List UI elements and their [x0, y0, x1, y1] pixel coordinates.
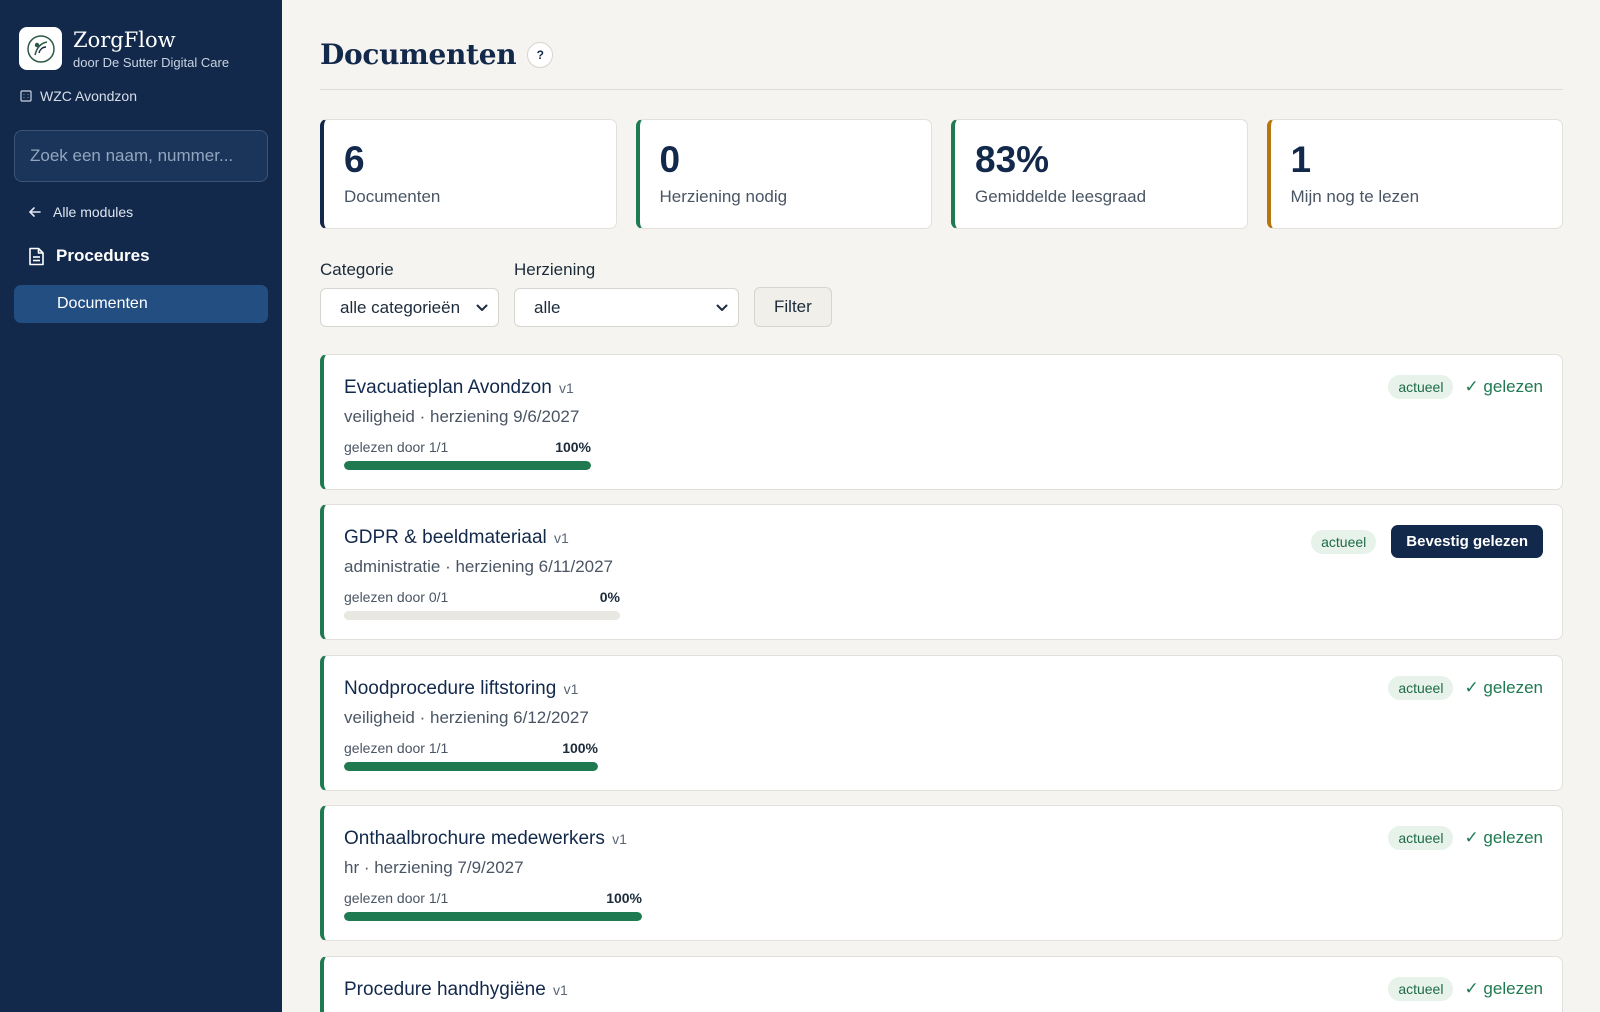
read-progress-label: gelezen door 1/1 100% [344, 890, 642, 906]
read-percent: 0% [599, 589, 620, 605]
revision-select[interactable]: alle [514, 288, 739, 327]
read-progress-label: gelezen door 1/1 100% [344, 439, 591, 455]
document-version: v1 [612, 831, 627, 847]
sidebar-item-documenten[interactable]: Documenten [14, 285, 268, 323]
status-badge: actueel [1388, 375, 1454, 399]
status-badge: actueel [1388, 676, 1454, 700]
stat-value: 0 [659, 139, 681, 180]
revision-select-value: alle [534, 297, 561, 317]
stat-label: Mijn nog te lezen [1290, 187, 1420, 206]
read-by: gelezen door 1/1 [344, 740, 449, 756]
read-progress-label: gelezen door 1/1 100% [344, 740, 598, 756]
category-filter-label: Categorie [320, 260, 394, 279]
page-header: Documenten ? [320, 38, 554, 71]
read-status: ✓ gelezen [1464, 678, 1543, 697]
document-title: Onthaalbrochure medewerkers [344, 828, 605, 849]
stat-card-documents: 6 Documenten [320, 119, 617, 229]
stat-label: Documenten [344, 187, 441, 206]
document-subtitle: administratie · herziening 6/11/2027 [344, 557, 614, 576]
category-select-value: alle categorieën [340, 297, 461, 317]
document-card[interactable]: Onthaalbrochure medewerkers v1 hr · herz… [320, 805, 1563, 941]
filter-button[interactable]: Filter [754, 287, 832, 327]
document-card[interactable]: GDPR & beeldmateriaal v1 administratie ·… [320, 504, 1563, 640]
read-progress-bar [344, 762, 598, 771]
document-card[interactable]: Procedure handhygiëne v1 actueel ✓ gelez… [320, 956, 1563, 1012]
document-card[interactable]: Noodprocedure liftstoring v1 veiligheid … [320, 655, 1563, 791]
search-input[interactable] [14, 130, 268, 182]
read-progress-fill [344, 912, 642, 921]
document-title-row: GDPR & beeldmateriaal v1 [344, 527, 569, 549]
sidebar-section-procedures[interactable]: Procedures [28, 246, 150, 266]
read-by: gelezen door 0/1 [344, 589, 449, 605]
read-status: ✓ gelezen [1464, 828, 1543, 847]
read-status: ✓ gelezen [1464, 979, 1543, 998]
logo-icon [19, 27, 62, 70]
read-progress-bar [344, 611, 620, 620]
app-name: ZorgFlow [73, 27, 176, 52]
read-progress-fill [344, 461, 591, 470]
document-title: GDPR & beeldmateriaal [344, 527, 547, 548]
back-label: Alle modules [53, 204, 134, 220]
document-title: Procedure handhygiëne [344, 979, 546, 1000]
status-badge: actueel [1388, 977, 1454, 1001]
read-progress-bar [344, 912, 642, 921]
document-card[interactable]: Evacuatieplan Avondzon v1 veiligheid · h… [320, 354, 1563, 490]
status-badge: actueel [1388, 826, 1454, 850]
read-progress-bar [344, 461, 591, 470]
brand: ZorgFlow door De Sutter Digital Care [19, 27, 229, 70]
document-title-row: Evacuatieplan Avondzon v1 [344, 377, 574, 399]
filter-bar: Categorie alle categorieën Herziening al… [320, 260, 832, 327]
chevron-down-icon [476, 304, 488, 311]
read-percent: 100% [606, 890, 642, 906]
section-label: Procedures [56, 246, 150, 265]
document-title-row: Onthaalbrochure medewerkers v1 [344, 828, 627, 850]
stats-row: 6 Documenten 0 Herziening nodig 83% Gemi… [320, 119, 1563, 229]
building-icon [20, 90, 32, 102]
read-percent: 100% [555, 439, 591, 455]
organization: WZC Avondzon [19, 88, 137, 104]
stat-card-revision-needed: 0 Herziening nodig [635, 119, 932, 229]
stat-value: 1 [1290, 139, 1312, 180]
stat-value: 6 [344, 139, 365, 180]
read-status: ✓ gelezen [1464, 377, 1543, 396]
read-by: gelezen door 1/1 [344, 890, 449, 906]
document-version: v1 [554, 530, 569, 546]
read-progress-fill [344, 762, 598, 771]
read-progress-label: gelezen door 0/1 0% [344, 589, 620, 605]
document-title-row: Noodprocedure liftstoring v1 [344, 678, 578, 700]
page-title: Documenten [320, 38, 517, 71]
organization-name: WZC Avondzon [40, 88, 138, 104]
stat-card-my-unread: 1 Mijn nog te lezen [1266, 119, 1563, 229]
chevron-down-icon [716, 304, 728, 311]
document-subtitle: veiligheid · herziening 9/6/2027 [344, 407, 580, 426]
document-version: v1 [563, 681, 579, 697]
help-button[interactable]: ? [527, 41, 554, 68]
stat-card-read-rate: 83% Gemiddelde leesgraad [951, 119, 1248, 229]
category-select[interactable]: alle categorieën [320, 288, 499, 327]
stat-value: 83% [975, 139, 1050, 180]
stat-label: Gemiddelde leesgraad [975, 187, 1147, 206]
read-by: gelezen door 1/1 [344, 439, 449, 455]
status-badge: actueel [1311, 529, 1377, 554]
sidebar-item-label: Documenten [57, 295, 148, 312]
confirm-read-button[interactable]: Bevestig gelezen [1391, 525, 1543, 558]
document-title-row: Procedure handhygiëne v1 [344, 979, 568, 1001]
document-title: Noodprocedure liftstoring [344, 678, 557, 699]
stat-label: Herziening nodig [659, 187, 788, 206]
header-divider [320, 89, 1563, 90]
read-percent: 100% [562, 740, 598, 756]
document-version: v1 [553, 982, 568, 998]
document-version: v1 [559, 380, 574, 396]
arrow-left-icon [29, 207, 41, 217]
document-subtitle: veiligheid · herziening 6/12/2027 [344, 708, 589, 727]
back-to-modules-link[interactable]: Alle modules [28, 204, 133, 220]
document-subtitle: hr · herziening 7/9/2027 [344, 858, 524, 877]
sidebar: ZorgFlow door De Sutter Digital Care WZC… [0, 0, 282, 1012]
app-subtitle: door De Sutter Digital Care [73, 54, 230, 70]
document-icon [29, 247, 44, 265]
revision-filter-label: Herziening [514, 260, 596, 279]
document-title: Evacuatieplan Avondzon [344, 377, 552, 398]
